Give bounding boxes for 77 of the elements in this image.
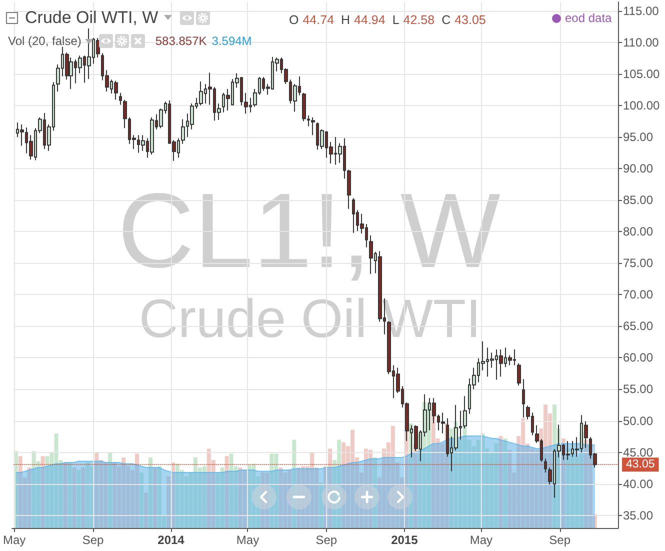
- y-tick-label: 115.00: [623, 4, 660, 18]
- bar: [54, 434, 58, 528]
- candlestick: [311, 116, 315, 136]
- x-tick-label: May: [470, 533, 492, 547]
- annotation: O 44.74 H 44.94 L 42.58 C 43.05: [289, 13, 486, 27]
- bar: [148, 457, 153, 528]
- bar: [224, 456, 229, 528]
- candlestick: [302, 92, 306, 122]
- x-tick-label: Sep: [82, 533, 104, 547]
- bar: [112, 462, 117, 528]
- bar: [72, 468, 76, 528]
- candlestick: [441, 412, 445, 434]
- x-tick-label: Sep: [316, 533, 338, 547]
- x-tick-label: May: [236, 533, 260, 547]
- candlestick: [352, 198, 355, 234]
- y-tick-label: 50.00: [623, 414, 654, 428]
- candlestick: [369, 234, 373, 274]
- y-tick-label: 80.00: [623, 224, 654, 239]
- candlestick: [499, 349, 503, 378]
- bar: [368, 450, 372, 528]
- bar: [94, 452, 99, 528]
- bar: [81, 468, 86, 528]
- bar: [270, 454, 274, 528]
- x-tick-label: May: [3, 533, 26, 547]
- y-tick-label: 55.00: [623, 382, 654, 396]
- y-tick-label: 95.00: [623, 130, 654, 144]
- candlestick: [150, 116, 154, 156]
- candlestick: [123, 99, 127, 129]
- ref-line-label: 43.05: [626, 458, 655, 471]
- bar: [140, 472, 144, 528]
- y-tick-label: 90.00: [623, 162, 654, 176]
- bar: [319, 482, 324, 528]
- y-tick-label: 110.00: [623, 35, 660, 50]
- bar: [292, 440, 296, 528]
- bar: [252, 464, 256, 528]
- bar: [76, 470, 81, 528]
- x-tick-label: Sep: [549, 533, 571, 547]
- y-tick-label: 70.00: [623, 288, 654, 302]
- bar: [108, 452, 112, 528]
- bar: [220, 468, 224, 528]
- candlestick: [114, 80, 118, 100]
- bar: [86, 462, 90, 528]
- y-tick-label: 65.00: [623, 319, 654, 334]
- y-tick-label: 105.00: [623, 66, 660, 81]
- y-tick-label: 75.00: [623, 256, 654, 270]
- candlestick: [244, 92, 248, 114]
- y-tick-label: 35.00: [623, 508, 654, 522]
- y-tick-label: 60.00: [623, 350, 654, 365]
- bar: [68, 462, 72, 528]
- candlestick: [517, 362, 521, 386]
- candlestick: [199, 80, 203, 106]
- annotation: eod data: [565, 11, 612, 25]
- bar: [153, 468, 158, 528]
- bar: [27, 468, 32, 528]
- bar: [144, 492, 148, 528]
- x-tick-label: 2015: [391, 533, 418, 547]
- bar: [63, 462, 68, 528]
- chart-title: Crude Oil WTI, W: [25, 8, 158, 27]
- candlestick: [522, 378, 525, 418]
- x-tick-label: 2014: [158, 533, 185, 547]
- y-tick-label: 45.00: [623, 445, 654, 460]
- candlestick: [119, 92, 122, 106]
- bar: [498, 436, 503, 528]
- y-tick-label: 40.00: [623, 476, 654, 491]
- bar: [296, 468, 301, 528]
- bar: [202, 466, 206, 528]
- candlestick: [181, 118, 185, 144]
- bar: [372, 457, 377, 528]
- candlestick: [87, 28, 91, 80]
- bar: [508, 450, 512, 528]
- bar: [40, 456, 45, 528]
- y-tick-label: 100.00: [623, 98, 660, 112]
- bar: [342, 442, 346, 528]
- bar: [278, 468, 283, 528]
- bar: [242, 470, 247, 528]
- bar: [503, 438, 508, 528]
- y-tick-label: 85.00: [623, 193, 654, 208]
